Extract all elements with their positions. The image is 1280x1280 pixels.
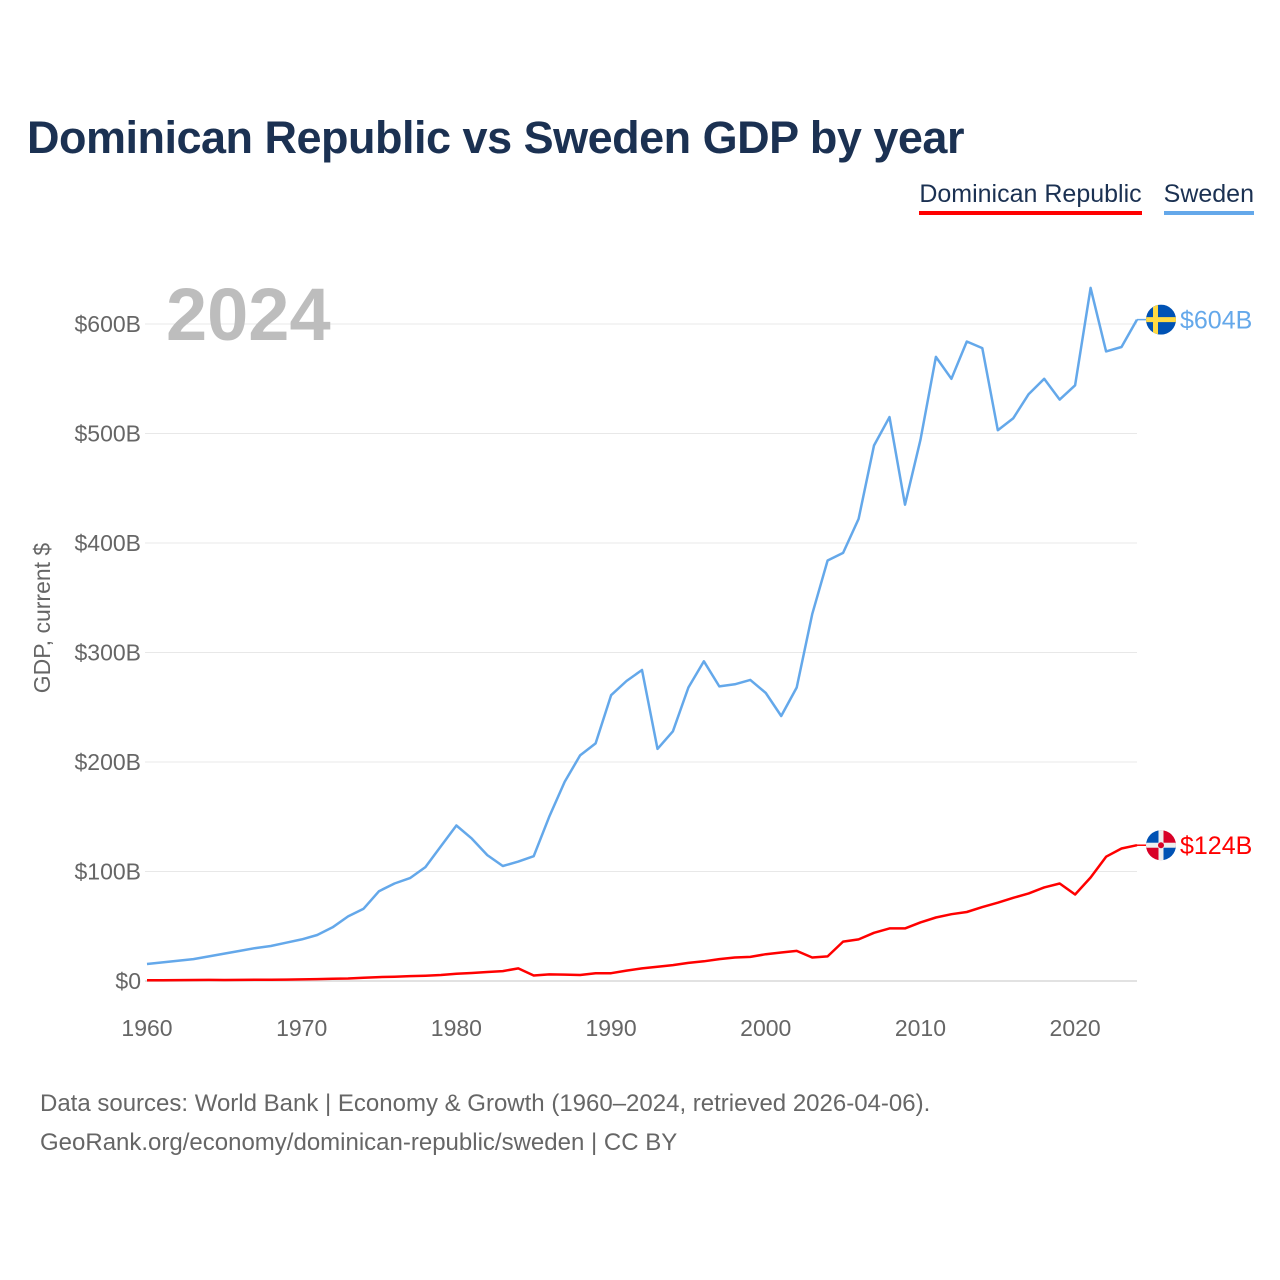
end-value-label: $604B	[1180, 307, 1252, 335]
y-tick-label: $200B	[74, 749, 141, 775]
y-tick-label: $500B	[74, 421, 141, 447]
x-tick-label: 1960	[121, 1015, 172, 1041]
x-tick-label: 2020	[1050, 1015, 1101, 1041]
x-tick-label: 1990	[585, 1015, 636, 1041]
flag-body	[1146, 304, 1176, 335]
chart-title: Dominican Republic vs Sweden GDP by year	[27, 112, 964, 163]
source-line-2[interactable]: GeoRank.org/economy/dominican-republic/s…	[40, 1129, 678, 1156]
series-line-sweden	[146, 286, 1139, 966]
end-value-label: $124B	[1180, 832, 1252, 860]
legend: Dominican Republic Sweden	[919, 180, 1254, 215]
sweden-flag-icon	[1146, 304, 1176, 335]
x-tick-label: 2010	[895, 1015, 946, 1041]
year-label: 2024	[166, 273, 331, 356]
y-tick-label: $0	[115, 968, 141, 994]
flag-emblem	[1158, 842, 1164, 849]
x-tick-label: 1980	[431, 1015, 482, 1041]
dominican-republic-flag-icon	[1146, 830, 1176, 861]
y-tick-label: $400B	[74, 530, 141, 556]
x-tick-label: 2000	[740, 1015, 791, 1041]
y-tick-label: $600B	[74, 311, 141, 337]
series-line-dominican-republic	[147, 843, 1138, 982]
x-tick-label: 1970	[276, 1015, 327, 1041]
y-axis-label: GDP, current $	[29, 543, 55, 694]
flag-body	[1146, 830, 1176, 861]
legend-item-dominican-republic[interactable]: Dominican Republic	[919, 180, 1142, 215]
data-source: Data sources: World Bank | Economy & Gro…	[40, 1084, 930, 1162]
legend-item-sweden[interactable]: Sweden	[1163, 180, 1254, 215]
y-tick-label: $100B	[74, 859, 141, 885]
flag-cross-h	[1146, 317, 1176, 323]
y-tick-label: $300B	[74, 640, 141, 666]
source-line-1: Data sources: World Bank | Economy & Gro…	[40, 1090, 931, 1117]
